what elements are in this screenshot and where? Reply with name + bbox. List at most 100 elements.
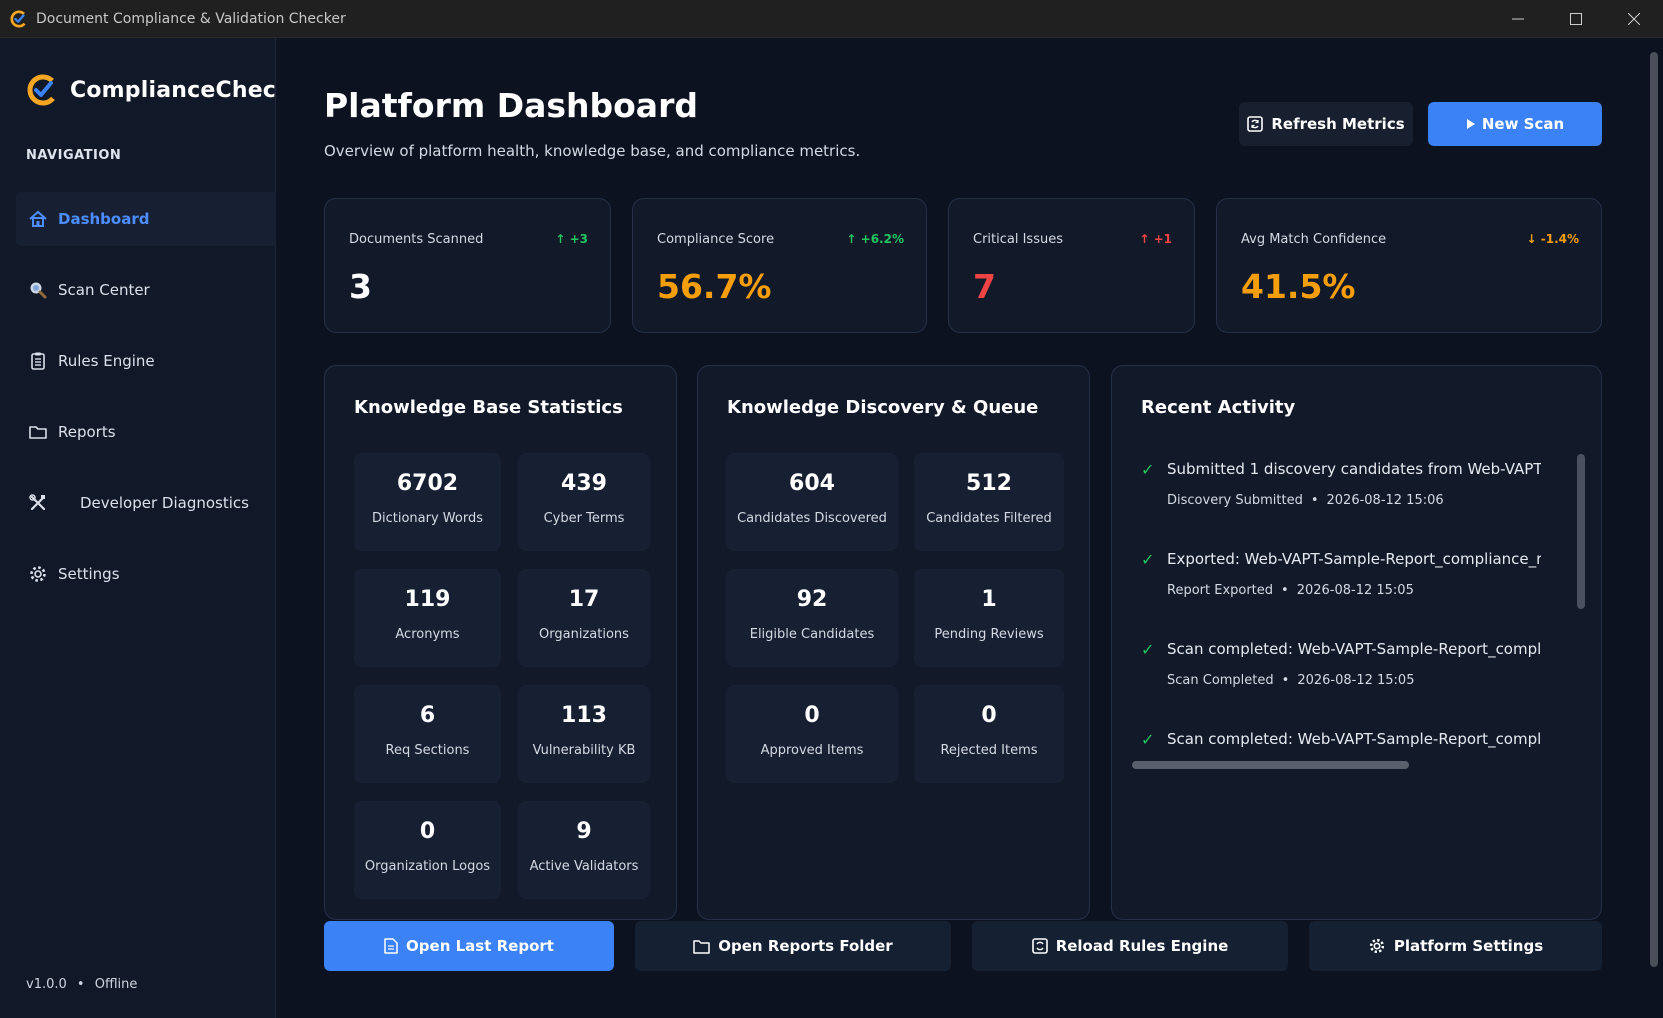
maximize-button[interactable] [1547,0,1605,38]
sidebar-item-reports[interactable]: Reports [16,405,276,459]
check-icon: ✓ [1141,459,1155,479]
metric-value: 56.7% [657,267,772,306]
activity-time: 2026-08-12 15:06 [1326,493,1444,508]
stat-card: 113 Vulnerability KB [518,685,650,783]
brand-name: ComplianceCheck [70,77,291,103]
metric-label: Documents Scanned [349,232,484,247]
activity-item[interactable]: ✓ Exported: Web-VAPT-Sample-Report_compli… [1141,548,1541,599]
stat-label: Organizations [539,627,629,642]
page-title: Platform Dashboard [324,86,698,125]
activity-item[interactable]: ✓ Scan completed: Web-VAPT-Sample-Report_… [1141,638,1541,689]
open-reports-folder-button[interactable]: Open Reports Folder [635,921,951,971]
stat-label: Acronyms [395,627,460,642]
stat-value: 439 [561,471,607,496]
new-scan-button[interactable]: New Scan [1428,102,1602,146]
stat-label: Cyber Terms [543,511,625,526]
reload-rules-engine-button[interactable]: Reload Rules Engine [972,921,1288,971]
gear-icon [28,564,48,584]
activity-text: Exported: Web-VAPT-Sample-Report_complia… [1167,550,1541,568]
stat-card: 17 Organizations [518,569,650,667]
magnifier-icon [28,280,48,300]
stat-value: 512 [966,471,1012,496]
minimize-button[interactable] [1489,0,1547,38]
activity-horizontal-scrollbar[interactable] [1132,761,1409,769]
quick-action-label: Platform Settings [1393,937,1544,955]
metric-label: Critical Issues [973,232,1063,247]
refresh-metrics-button[interactable]: Refresh Metrics [1239,102,1413,146]
clipboard-icon [28,351,48,371]
stat-value: 0 [804,703,820,728]
check-icon: ✓ [1141,549,1155,569]
sidebar-item-dashboard[interactable]: Dashboard [16,192,276,246]
knowledge-base-panel: Knowledge Base Statistics 6702 Dictionar… [324,365,677,920]
activity-text: Submitted 1 discovery candidates from We… [1167,460,1541,478]
stat-card: 6702 Dictionary Words [354,453,501,551]
sidebar-item-settings[interactable]: Settings [16,547,276,601]
stat-label: Dictionary Words [372,511,483,526]
minimize-icon [1512,18,1524,20]
close-button[interactable] [1605,0,1663,38]
sidebar-item-label: Rules Engine [58,352,155,370]
sidebar-item-developer-diagnostics[interactable]: Developer Diagnostics [16,476,276,530]
page-subtitle: Overview of platform health, knowledge b… [324,142,861,160]
stat-card: 6 Req Sections [354,685,501,783]
recent-activity-panel[interactable]: Recent Activity ✓ Submitted 1 discovery c… [1111,365,1602,920]
stat-card: 1 Pending Reviews [914,569,1064,667]
activity-vertical-scrollbar[interactable] [1577,454,1585,609]
stat-value: 1 [981,587,997,612]
panel-title: Knowledge Discovery & Queue [727,397,1039,418]
stat-card: 0 Rejected Items [914,685,1064,783]
metric-card-critical-issues: Critical Issues ↑ +1 7 [948,198,1195,333]
connection-status: Offline [94,977,138,992]
metric-card-compliance-score: Compliance Score ↑ +6.2% 56.7% [632,198,927,333]
metric-value: 7 [973,267,996,306]
version-label: v1.0.0 [26,977,67,992]
activity-item[interactable]: ✓ Submitted 1 discovery candidates from W… [1141,458,1541,509]
stat-value: 0 [419,819,436,844]
panel-title: Recent Activity [1141,397,1296,418]
platform-settings-button[interactable]: Platform Settings [1309,921,1602,971]
separator-dot: • [76,977,85,992]
stat-card: 439 Cyber Terms [518,453,650,551]
play-icon [1466,119,1475,129]
sidebar-item-scan-center[interactable]: Scan Center [16,263,276,317]
stat-value: 17 [568,587,600,612]
window-scrollbar-thumb[interactable] [1650,52,1658,967]
brand: ComplianceCheck [26,73,291,107]
activity-time: 2026-08-12 15:05 [1297,673,1415,688]
main-content: Platform Dashboard Overview of platform … [277,38,1647,1018]
stat-value: 6 [419,703,436,728]
metric-delta: ↓ -1.4% [1526,232,1580,246]
new-scan-label: New Scan [1481,115,1565,133]
app-logo-icon [10,9,28,28]
check-icon: ✓ [1141,639,1155,659]
quick-action-label: Reload Rules Engine [1055,937,1229,955]
activity-type: Discovery Submitted [1167,493,1303,508]
metric-label: Compliance Score [657,232,775,247]
activity-item[interactable]: ✓ Scan completed: Web-VAPT-Sample-Report_… [1141,728,1541,750]
metric-value: 3 [349,267,372,306]
nav-heading: NAVIGATION [26,148,122,163]
stat-value: 9 [576,819,592,844]
stat-value: 92 [796,587,828,612]
separator-dot: • [1281,583,1289,598]
stat-label: Active Validators [529,859,639,874]
stat-label: Candidates Discovered [737,511,887,526]
metric-card-avg-match-confidence: Avg Match Confidence ↓ -1.4% 41.5% [1216,198,1602,333]
stat-value: 113 [561,703,607,728]
stat-card: 604 Candidates Discovered [726,453,898,551]
metric-delta: ↑ +1 [1139,232,1172,246]
refresh-icon [1247,116,1264,132]
knowledge-discovery-panel: Knowledge Discovery & Queue 604 Candidat… [697,365,1090,920]
brand-logo-icon [27,74,59,106]
quick-action-label: Open Reports Folder [718,937,893,955]
stat-value: 6702 [396,471,459,496]
metric-label: Avg Match Confidence [1241,232,1387,247]
home-icon [28,209,48,229]
open-last-report-button[interactable]: Open Last Report [324,921,614,971]
sidebar-item-label: Scan Center [58,281,150,299]
stat-value: 604 [789,471,835,496]
panel-title: Knowledge Base Statistics [354,397,623,418]
sidebar-item-rules-engine[interactable]: Rules Engine [16,334,276,388]
stat-card: 0 Approved Items [726,685,898,783]
